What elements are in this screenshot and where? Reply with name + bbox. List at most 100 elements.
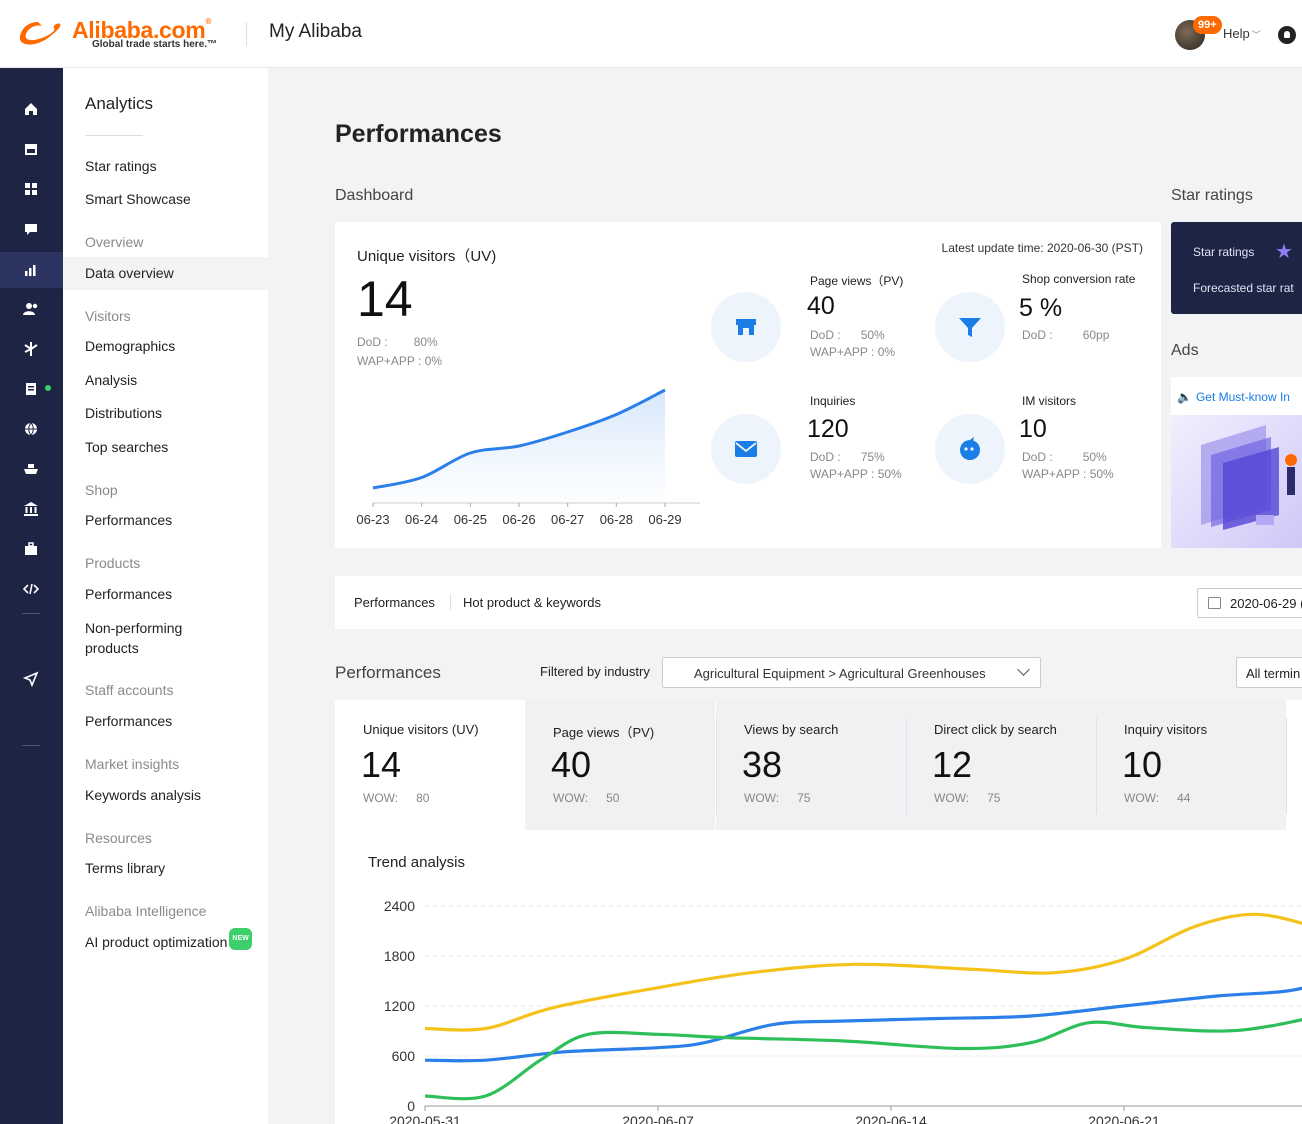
kpi-value: 10 xyxy=(1122,744,1163,785)
menu-group-resources: Resources xyxy=(85,830,152,846)
uv-x-tick-label: 06-25 xyxy=(454,512,487,527)
icon-rail xyxy=(0,68,63,1124)
uv-label: Unique visitors（UV) xyxy=(357,248,497,265)
orders-icon[interactable] xyxy=(22,380,40,398)
trend-x-tick-label: 2020-05-31 xyxy=(389,1113,461,1124)
ads-card[interactable]: 🔈 Get Must-know In xyxy=(1171,377,1302,548)
tab-hot-products[interactable]: Hot product & keywords xyxy=(463,595,602,610)
menu-item-shop-performances[interactable]: Performances xyxy=(85,512,173,528)
menu-title: Analytics xyxy=(85,94,154,113)
kpi-wow-value: 75 xyxy=(987,791,1001,805)
menu-item-smart-showcase[interactable]: Smart Showcase xyxy=(85,191,191,207)
pv-dod-value: 50% xyxy=(860,328,885,342)
speaker-icon: 🔈 xyxy=(1177,390,1192,404)
apps-icon[interactable] xyxy=(22,180,40,198)
store-icon[interactable] xyxy=(22,140,40,158)
message-icon[interactable] xyxy=(22,220,40,238)
menu-item-demographics[interactable]: Demographics xyxy=(85,338,176,354)
kpi-wow-value: 50 xyxy=(606,791,620,805)
date-picker[interactable]: 2020-06-29 ( xyxy=(1197,588,1302,618)
header-title[interactable]: My Alibaba xyxy=(269,21,362,42)
im-wap: WAP+APP : 50% xyxy=(1022,467,1114,481)
trend-x-tick-label: 2020-06-07 xyxy=(622,1113,694,1124)
menu-group-staff-accounts: Staff accounts xyxy=(85,682,174,698)
kpi-wow-value: 80 xyxy=(416,791,430,805)
menu-item-star-ratings[interactable]: Star ratings xyxy=(85,158,157,174)
im-value: 10 xyxy=(1019,415,1047,443)
kpi-value: 38 xyxy=(742,744,783,785)
help-menu[interactable]: Help ﹀ xyxy=(1223,26,1261,41)
menu-item-label: products xyxy=(85,640,139,656)
trend-y-tick-label: 0 xyxy=(407,1098,415,1114)
kpi-wow: WOW: 75 xyxy=(744,791,810,805)
kpi-value: 40 xyxy=(551,744,592,785)
menu-title-underline xyxy=(85,135,143,136)
menu-item-analysis[interactable]: Analysis xyxy=(85,372,138,388)
trend-x-tick-label: 2020-06-21 xyxy=(1088,1113,1160,1124)
inquiries-wap: WAP+APP : 50% xyxy=(810,467,902,481)
logo-tagline: Global trade starts here.™ xyxy=(92,39,218,50)
chat-bubble-icon xyxy=(960,437,980,460)
menu-item-data-overview[interactable]: Data overview xyxy=(85,265,174,281)
ads-link[interactable]: 🔈 Get Must-know In xyxy=(1177,390,1290,404)
industry-select[interactable]: Agricultural Equipment > Agricultural Gr… xyxy=(662,657,1041,688)
uv-line xyxy=(372,388,666,490)
kpi-pv[interactable]: Page views（PV) 40 WOW: 50 xyxy=(525,700,715,830)
kpi-wow: WOW: 80 xyxy=(363,791,429,805)
kpi-wow: WOW: 75 xyxy=(934,791,1000,805)
ads-label: Ads xyxy=(1171,342,1199,359)
pv-label: Page views（PV) xyxy=(810,274,904,288)
menu-item-label: AI product optimization xyxy=(85,934,228,950)
kpi-direct-click[interactable]: Direct click by search 12 WOW: 75 xyxy=(906,700,1096,830)
inquiries-label: Inquiries xyxy=(810,394,856,408)
mail-icon xyxy=(735,441,757,457)
customers-icon[interactable] xyxy=(22,300,40,318)
menu-item-top-searches[interactable]: Top searches xyxy=(85,439,169,455)
uv-area-chart: 06-23 06-24 06-25 06-26 06-27 06-28 06-29 xyxy=(356,388,700,527)
menu-item-non-performing-products[interactable]: Non-performing products xyxy=(85,618,182,658)
analytics-icon[interactable] xyxy=(22,261,40,279)
menu-item-label: Non-performing xyxy=(85,620,183,636)
conversion-value: 5 % xyxy=(1019,294,1063,322)
kpi-divider xyxy=(716,718,717,814)
kpi-inquiry-visitors[interactable]: Inquiry visitors 10 WOW: 44 xyxy=(1096,700,1286,830)
kpi-wow-value: 75 xyxy=(797,791,811,805)
tab-performances[interactable]: Performances xyxy=(354,595,435,610)
alibaba-logo[interactable]: Alibaba.com® Global trade starts here.™ xyxy=(16,14,231,54)
inquiries-dod-value: 75% xyxy=(860,450,885,464)
kpi-wow-value: 44 xyxy=(1177,791,1191,805)
send-icon[interactable] xyxy=(22,670,40,688)
kpi-views-by-search[interactable]: Views by search 38 WOW: 75 xyxy=(716,700,906,830)
terminal-select[interactable]: All termin xyxy=(1236,657,1302,688)
trend-x-tick-label: 2020-06-14 xyxy=(855,1113,927,1124)
menu-item-distributions[interactable]: Distributions xyxy=(85,405,163,421)
menu-item-ai-product-optimization[interactable]: AI product optimization NEW xyxy=(85,928,252,952)
uv-x-tick-label: 06-28 xyxy=(600,512,633,527)
trend-y-tick-label: 1200 xyxy=(384,998,415,1014)
chevron-down-icon xyxy=(1017,663,1030,676)
ship-icon[interactable] xyxy=(22,460,40,478)
home-icon[interactable] xyxy=(22,100,40,118)
filter-label: Filtered by industry xyxy=(540,664,650,679)
conversion-label: Shop conversion rate xyxy=(1022,272,1136,286)
menu-item-keywords-analysis[interactable]: Keywords analysis xyxy=(85,787,201,803)
kpi-wow-label: WOW: xyxy=(1124,791,1160,805)
trend-series-line xyxy=(424,912,1302,1032)
top-header: Alibaba.com® Global trade starts here.™ … xyxy=(0,0,1302,68)
globe-icon[interactable] xyxy=(22,420,40,438)
bank-icon[interactable] xyxy=(22,500,40,518)
tab-divider xyxy=(450,594,451,610)
fork-icon[interactable] xyxy=(22,340,40,358)
header-divider xyxy=(246,22,247,46)
store-icon xyxy=(736,319,756,335)
menu-item-terms-library[interactable]: Terms library xyxy=(85,860,166,876)
im-dod-label: DoD : xyxy=(1022,450,1053,464)
star-ratings-card[interactable]: Star ratings ★ Forecasted star rat xyxy=(1171,222,1302,314)
code-icon[interactable] xyxy=(22,580,40,598)
briefcase-icon[interactable] xyxy=(22,540,40,558)
kpi-wow: WOW: 44 xyxy=(1124,791,1190,805)
menu-item-staff-performances[interactable]: Performances xyxy=(85,713,173,729)
kpi-uv[interactable]: Unique visitors (UV) 14 WOW: 80 xyxy=(335,700,525,830)
bell-icon[interactable] xyxy=(1278,26,1296,44)
menu-item-products-performances[interactable]: Performances xyxy=(85,586,173,602)
